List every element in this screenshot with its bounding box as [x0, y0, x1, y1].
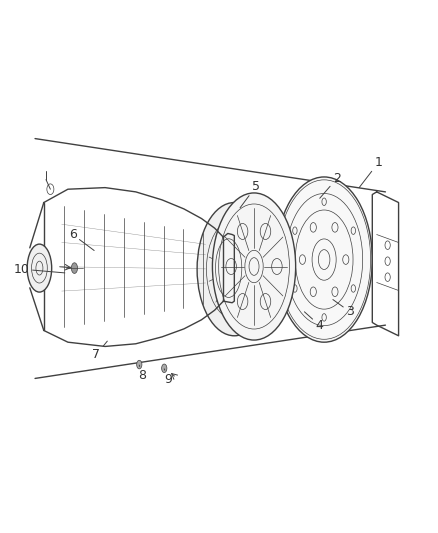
Ellipse shape [71, 263, 78, 273]
Text: 7: 7 [92, 341, 107, 361]
Ellipse shape [212, 193, 296, 340]
Ellipse shape [137, 360, 142, 369]
Text: 9: 9 [164, 369, 173, 386]
Ellipse shape [197, 203, 272, 336]
Text: 2: 2 [320, 172, 341, 198]
Ellipse shape [276, 177, 372, 342]
Text: 4: 4 [304, 312, 323, 332]
Ellipse shape [27, 244, 52, 292]
Text: 3: 3 [333, 300, 354, 318]
Ellipse shape [162, 364, 167, 373]
Text: 6: 6 [69, 228, 94, 251]
Text: 8: 8 [138, 365, 146, 382]
Text: 10: 10 [14, 263, 65, 276]
Text: 1: 1 [359, 156, 382, 188]
Text: 5: 5 [240, 180, 260, 208]
